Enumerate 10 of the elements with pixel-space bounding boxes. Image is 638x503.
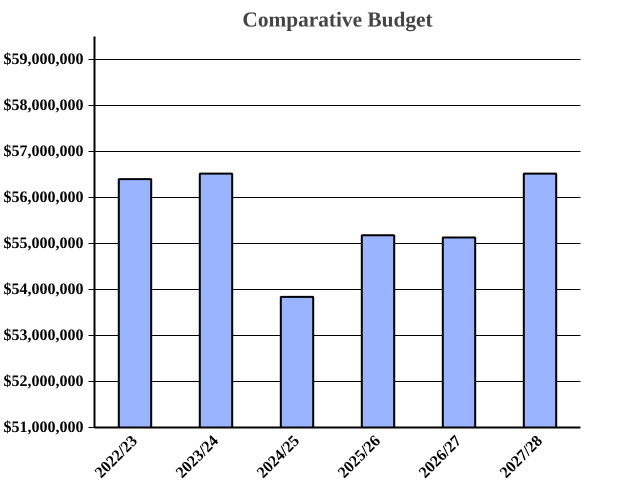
chart-title: Comparative Budget xyxy=(242,8,434,32)
y-tick-label: $54,000,000 xyxy=(4,281,84,298)
y-tick-label: $59,000,000 xyxy=(4,51,84,68)
y-tick-label: $52,000,000 xyxy=(4,373,84,390)
y-tick-label: $58,000,000 xyxy=(4,97,84,114)
y-tick-label: $56,000,000 xyxy=(4,189,84,206)
y-tick-label: $51,000,000 xyxy=(4,419,84,436)
y-tick-label: $53,000,000 xyxy=(4,327,84,344)
y-tick-label: $55,000,000 xyxy=(4,235,84,252)
y-tick-label: $57,000,000 xyxy=(4,143,84,160)
